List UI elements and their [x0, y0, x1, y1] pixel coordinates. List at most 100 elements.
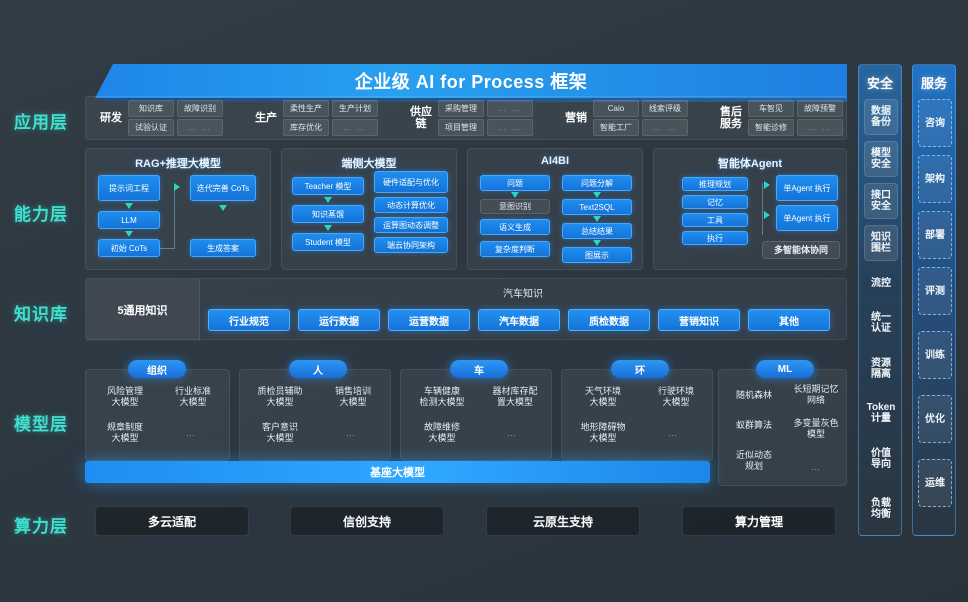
model-item-more[interactable]: … — [811, 462, 822, 472]
compute-button[interactable]: 云原生支持 — [486, 506, 640, 536]
security-item[interactable]: 接口 安全 — [864, 183, 898, 219]
security-item[interactable]: Token 计量 — [866, 402, 896, 424]
model-item[interactable]: 蚁群算法 — [735, 420, 772, 430]
cap-node[interactable]: 端云协同架构 — [374, 237, 448, 253]
cap-node[interactable]: 图展示 — [562, 247, 632, 263]
cap-node[interactable]: 问题分解 — [562, 175, 632, 191]
model-item[interactable]: 长短期记忆 网络 — [793, 384, 839, 405]
model-item[interactable]: 故障维修 大模型 — [423, 422, 460, 443]
app-tile[interactable]: 智能诊修 — [748, 119, 794, 136]
security-item[interactable]: 流控 — [871, 277, 891, 289]
app-tile-more[interactable]: … … — [487, 119, 533, 136]
kb-chip[interactable]: 汽车数据 — [478, 309, 560, 331]
app-tile[interactable]: 故障预警 — [797, 100, 843, 117]
kb-chip[interactable]: 其他 — [748, 309, 830, 331]
model-item[interactable]: 行业标准 大模型 — [174, 386, 211, 407]
cap-node[interactable]: 总结结果 — [562, 223, 632, 239]
model-item-more[interactable]: … — [507, 428, 518, 438]
compute-button[interactable]: 信创支持 — [290, 506, 444, 536]
service-item[interactable]: 优化 — [918, 395, 952, 443]
cap-node[interactable]: 生成答案 — [190, 239, 256, 257]
security-item[interactable]: 知识 围栏 — [864, 225, 898, 261]
cap-node[interactable]: 执行 — [682, 231, 748, 245]
cap-node[interactable]: 单Agent 执行 — [776, 175, 838, 201]
cap-node[interactable]: 迭代完善 CoTs — [190, 175, 256, 201]
security-item[interactable]: 价值 导向 — [871, 448, 891, 470]
model-item[interactable]: 质检员辅助 大模型 — [257, 386, 303, 407]
cap-node[interactable]: 记忆 — [682, 195, 748, 209]
cap-node[interactable]: 动态计算优化 — [374, 197, 448, 213]
app-group-supply-chain[interactable]: 供应链 采购管理 项目管理 … … … … — [402, 98, 535, 138]
cap-node[interactable]: Student 模型 — [292, 233, 364, 251]
model-item[interactable]: 客户意识 大模型 — [261, 422, 298, 443]
model-item[interactable]: 地形障碍物 大模型 — [580, 422, 626, 443]
model-group-tab[interactable]: 环 — [611, 360, 669, 378]
app-tile[interactable]: 柔性生产 — [283, 100, 329, 117]
security-item[interactable]: 数据 备份 — [864, 99, 898, 135]
model-item[interactable]: 器材库存配 置大模型 — [492, 386, 538, 407]
service-item[interactable]: 评测 — [918, 267, 952, 315]
service-item[interactable]: 架构 — [918, 155, 952, 203]
app-tile[interactable]: Caio — [593, 100, 639, 117]
cap-node[interactable]: 硬件适配与优化 — [374, 171, 448, 193]
model-item[interactable]: 多变量灰色 模型 — [793, 418, 839, 439]
app-tile-more[interactable]: … … — [177, 119, 223, 136]
model-item[interactable]: 车辆健康 检测大模型 — [419, 386, 465, 407]
model-item[interactable]: 天气环境 大模型 — [584, 386, 621, 407]
cap-node[interactable]: 意图识别 — [480, 199, 550, 214]
kb-chip[interactable]: 运营数据 — [388, 309, 470, 331]
app-tile-more[interactable]: … … — [487, 100, 533, 117]
cap-node[interactable]: Text2SQL — [562, 199, 632, 215]
cap-node[interactable]: 复杂度判断 — [480, 241, 550, 257]
compute-button[interactable]: 算力管理 — [682, 506, 836, 536]
model-item[interactable]: 风险管理 大模型 — [106, 386, 143, 407]
cap-node[interactable]: 工具 — [682, 213, 748, 227]
cap-node[interactable]: 初始 CoTs — [98, 239, 160, 257]
model-item[interactable]: 近似动态 规划 — [735, 450, 772, 471]
cap-node[interactable]: 提示词工程 — [98, 175, 160, 201]
cap-node[interactable]: 单Agent 执行 — [776, 205, 838, 231]
compute-button[interactable]: 多云适配 — [95, 506, 249, 536]
app-tile-more[interactable]: … … — [797, 119, 843, 136]
app-tile[interactable]: 库存优化 — [283, 119, 329, 136]
security-item[interactable]: 资源 隔离 — [871, 358, 891, 380]
cap-node[interactable]: 运算图动态调整 — [374, 217, 448, 233]
kb-chip[interactable]: 营销知识 — [658, 309, 740, 331]
app-tile[interactable]: 试验认证 — [128, 119, 174, 136]
app-tile[interactable]: 故障识别 — [177, 100, 223, 117]
model-item-more[interactable]: … — [668, 428, 679, 438]
security-item[interactable]: 负载 均衡 — [871, 498, 891, 520]
model-group-tab[interactable]: ML — [756, 360, 814, 378]
service-item[interactable]: 部署 — [918, 211, 952, 259]
service-item[interactable]: 咨询 — [918, 99, 952, 147]
cap-node[interactable]: 语义生成 — [480, 219, 550, 235]
app-tile[interactable]: 知识库 — [128, 100, 174, 117]
model-item-more[interactable]: … — [186, 428, 197, 438]
model-group-tab[interactable]: 车 — [450, 360, 508, 378]
cap-node[interactable]: 问题 — [480, 175, 550, 191]
security-item[interactable]: 统一 认证 — [871, 312, 891, 334]
model-group-tab[interactable]: 人 — [289, 360, 347, 378]
app-group-production[interactable]: 生产 柔性生产 库存优化 生产计划 … … — [247, 98, 380, 138]
service-item[interactable]: 训练 — [918, 331, 952, 379]
app-tile[interactable]: 项目管理 — [438, 119, 484, 136]
cap-node[interactable]: Teacher 模型 — [292, 177, 364, 195]
kb-chip[interactable]: 运行数据 — [298, 309, 380, 331]
app-tile-more[interactable]: … … — [332, 119, 378, 136]
app-tile[interactable]: 生产计划 — [332, 100, 378, 117]
model-item[interactable]: 销售培训 大模型 — [334, 386, 371, 407]
kb-chip[interactable]: 质检数据 — [568, 309, 650, 331]
app-tile-more[interactable]: … … — [642, 119, 688, 136]
app-group-rd[interactable]: 研发 知识库 试验认证 故障识别 … … — [92, 98, 225, 138]
cap-node[interactable]: LLM — [98, 211, 160, 229]
model-group-tab[interactable]: 组织 — [128, 360, 186, 378]
model-item[interactable]: 行驶环境 大模型 — [657, 386, 694, 407]
app-group-marketing[interactable]: 营销 Caio 智能工厂 线索评级 … … — [557, 98, 690, 138]
cap-node[interactable]: 推理规划 — [682, 177, 748, 191]
app-tile[interactable]: 车智见 — [748, 100, 794, 117]
foundation-model-bar[interactable]: 基座大模型 — [85, 461, 710, 483]
service-item[interactable]: 运维 — [918, 459, 952, 507]
cap-node[interactable]: 知识蒸馏 — [292, 205, 364, 223]
app-tile[interactable]: 线索评级 — [642, 100, 688, 117]
app-group-aftersales[interactable]: 售后服务 车智见 智能诊修 故障预警 … … — [712, 98, 845, 138]
